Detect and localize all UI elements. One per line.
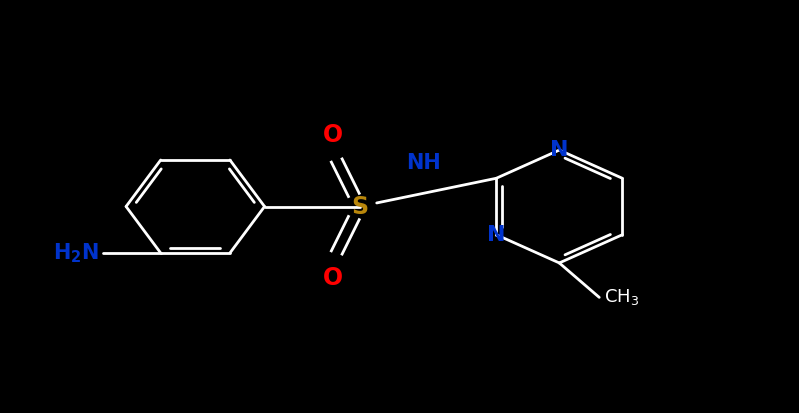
Text: S: S — [351, 195, 368, 218]
Text: N: N — [550, 140, 569, 160]
Text: O: O — [323, 123, 343, 147]
Text: NH: NH — [406, 153, 441, 173]
Text: $\mathrm{CH_3}$: $\mathrm{CH_3}$ — [604, 287, 639, 307]
Text: $\mathbf{H_2N}$: $\mathbf{H_2N}$ — [53, 241, 98, 265]
Text: O: O — [323, 266, 343, 290]
Text: N: N — [487, 225, 506, 245]
